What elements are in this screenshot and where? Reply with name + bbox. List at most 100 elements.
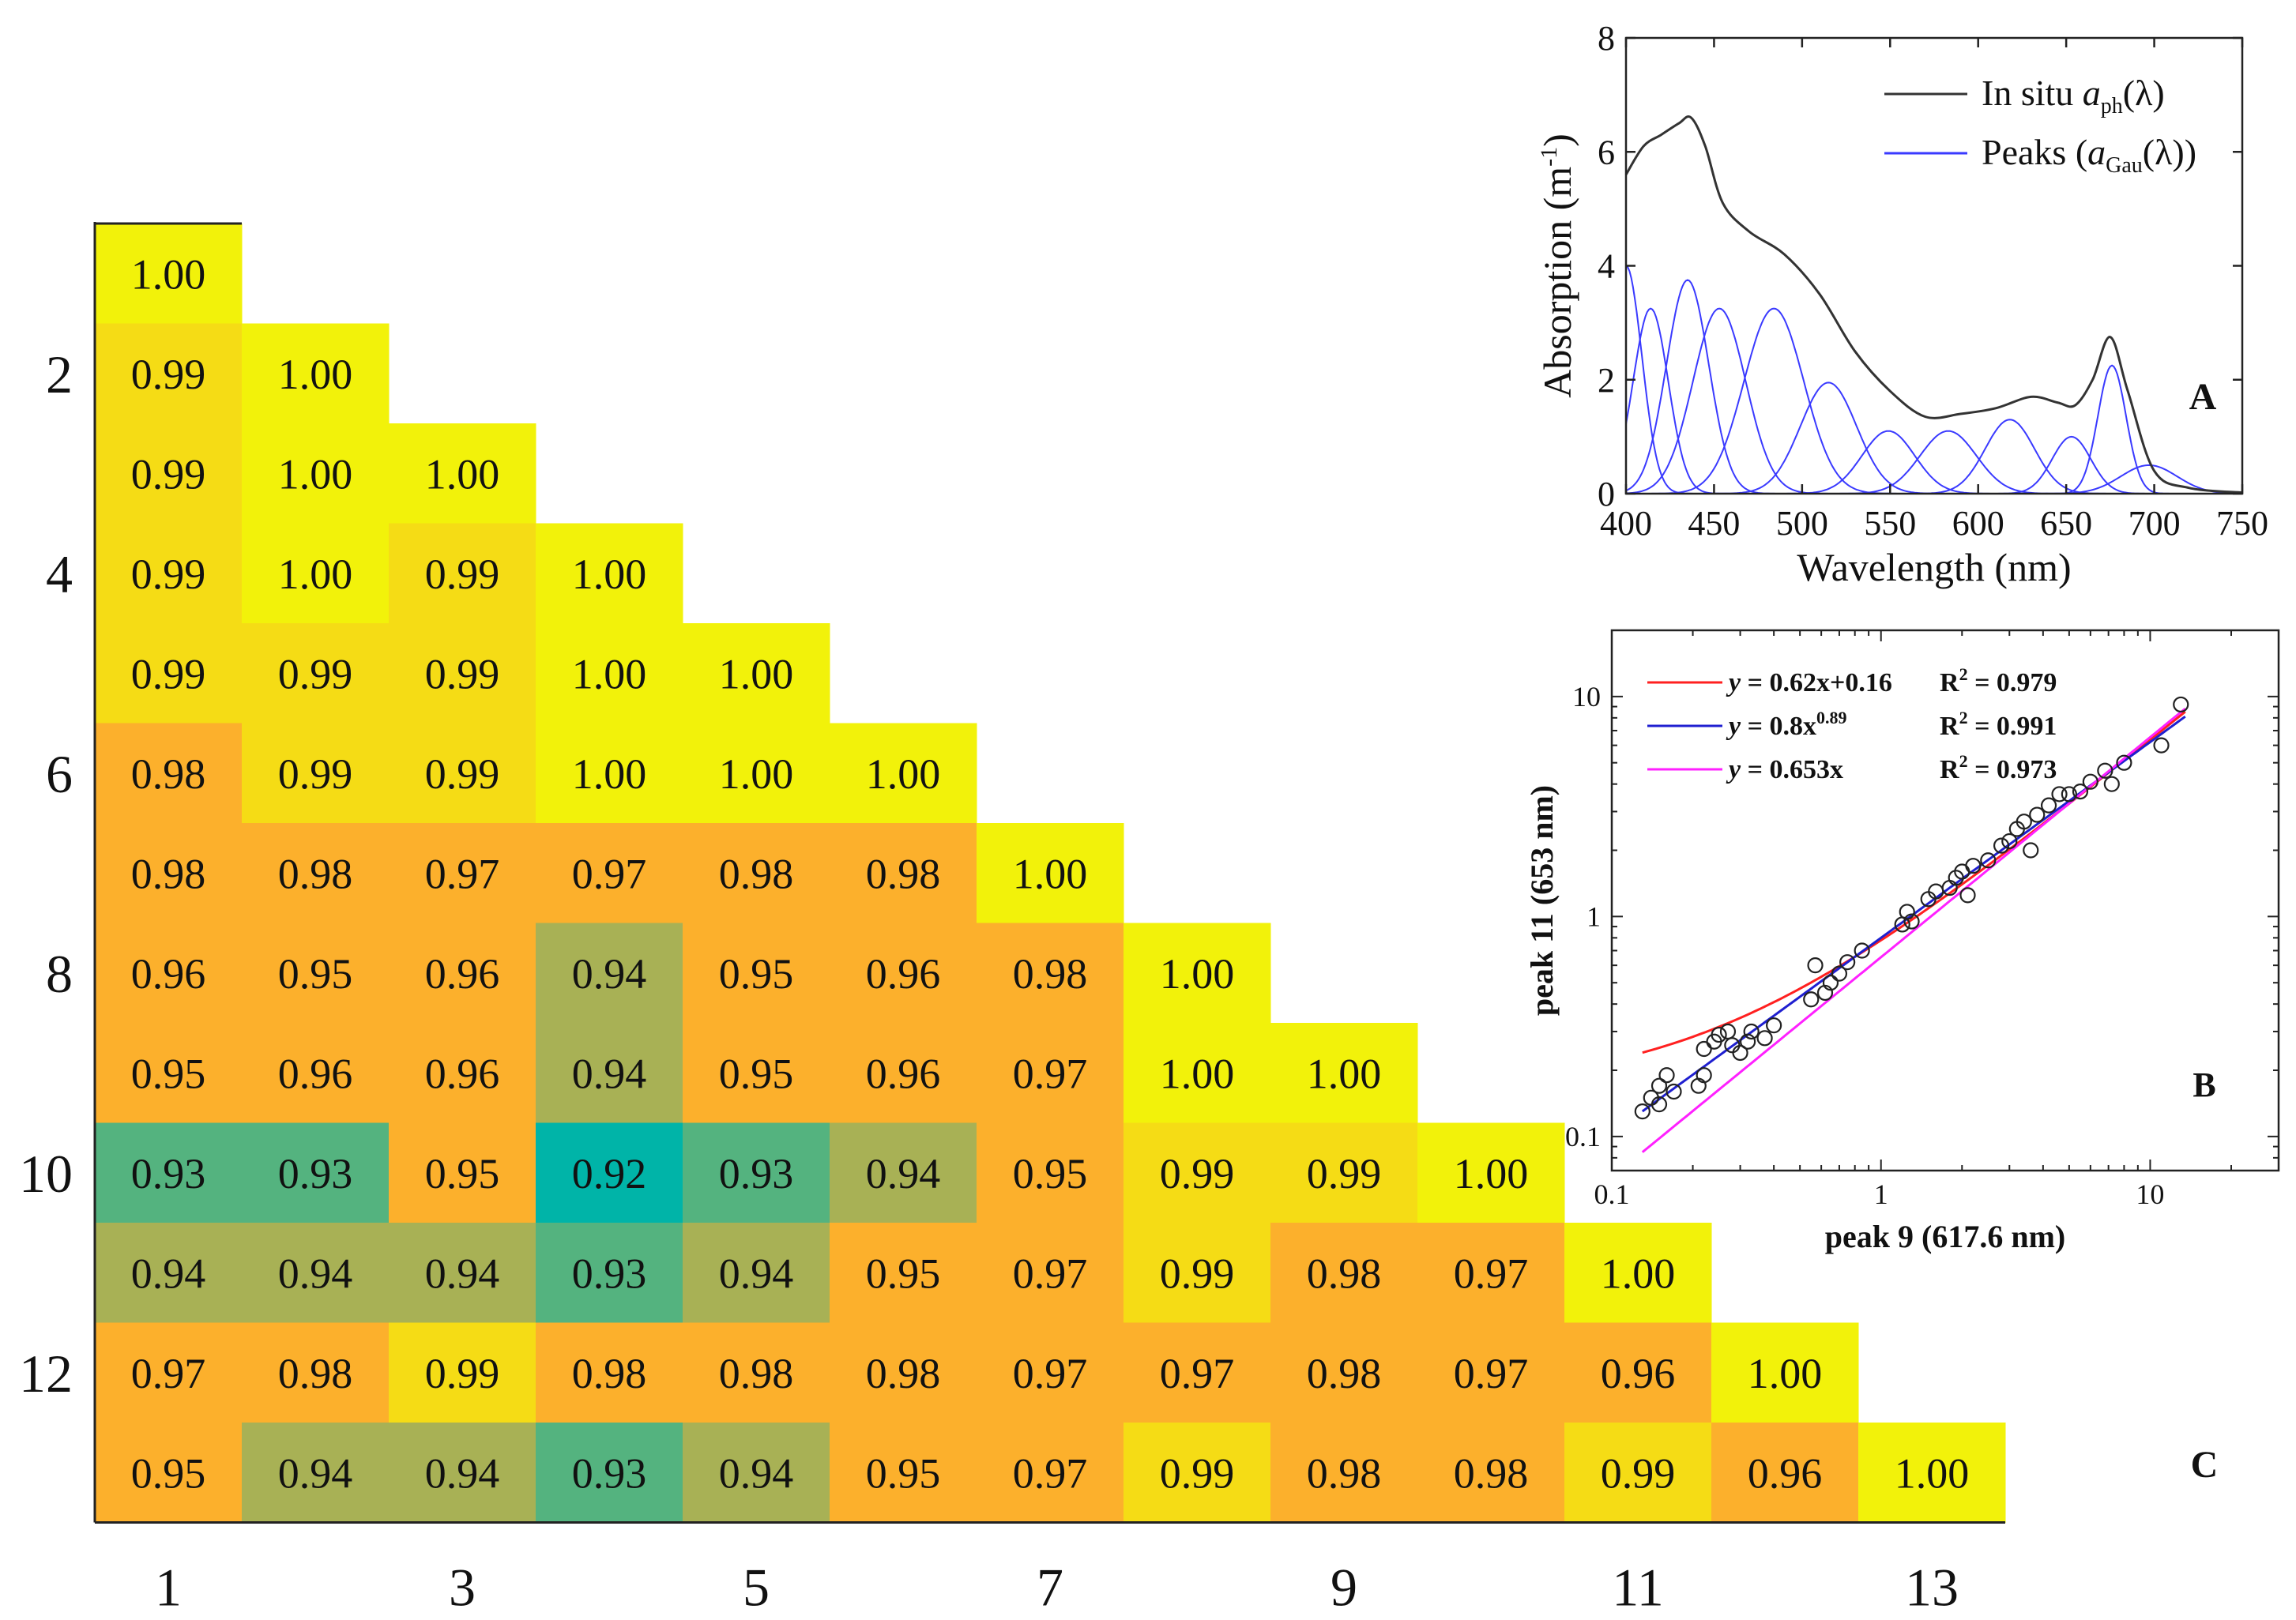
heatmap-cell-value: 0.99 [1601,1449,1676,1497]
scatter-plot-frame [1610,629,2280,1172]
heatmap-cell-value: 0.96 [866,950,941,998]
heatmap-cell [95,523,243,624]
heatmap-cell [242,323,390,424]
heatmap-cell [1124,1322,1271,1423]
heatmap-cell [242,723,390,824]
heatmap-cell-value: 1.00 [719,650,794,697]
heatmap-cell-value: 1.00 [131,250,206,298]
spectrum-legend-entry: Peaks (aGau(λ)) [1982,132,2196,178]
scatter-legend-r2: R2 = 0.979 [1940,664,2057,697]
heatmap-cell-value: 1.00 [1895,1449,1970,1497]
scatter-point [1696,1040,1712,1058]
scatter-point [1854,942,1870,959]
heatmap-cell [977,1122,1124,1223]
heatmap-y-tick-label: 6 [46,744,73,804]
scatter-point [2001,833,2018,850]
heatmap-cell [1417,1423,1565,1523]
scatter-point [1899,904,1915,920]
heatmap-cell [536,1223,683,1323]
spectrum-y-axis-title-sup: -1 [1536,147,1562,167]
heatmap-cell-value: 0.95 [719,950,794,998]
heatmap-x-tick-label: 5 [743,1558,770,1618]
eq-y: y [1726,712,1741,741]
spectrum-y-axis-title: Absorption (m-1) [1535,133,1579,398]
heatmap-cell-value: 0.94 [278,1449,353,1497]
heatmap-cell [242,1423,390,1523]
heatmap-cell-value: 0.97 [1454,1350,1529,1397]
heatmap-cell [389,1423,536,1523]
heatmap-cell [1270,1423,1418,1523]
heatmap-cell-value: 1.00 [572,551,647,598]
eq-sup: 0.89 [1816,708,1847,727]
scatter-x-tick-label: 10 [2136,1178,2164,1210]
heatmap-cell-value: 1.00 [278,450,353,498]
heatmap-cell-value: 0.94 [425,1250,500,1297]
spectrum-x-tick-label: 750 [2216,504,2268,543]
heatmap-cell-value: 0.97 [1013,1050,1088,1097]
scatter-point [1831,965,1848,982]
heatmap-cell-value: 0.92 [572,1150,647,1197]
gaussian-peak-line [1626,419,2242,494]
spectrum-y-tick-label: 4 [1598,247,1615,286]
heatmap-cell-value: 0.93 [719,1150,794,1197]
spectrum-x-tick-label: 700 [2129,504,2181,543]
peak-scatter-chart: 0.1 1 10 0.1 1 10 peak 9 (617.6 nm) peak 11 (65… [1524,629,2280,1254]
scatter-point [1696,1067,1712,1084]
heatmap-x-tick-label: 9 [1331,1558,1357,1618]
heatmap-cell [536,923,683,1024]
heatmap-cell-value: 0.99 [278,650,353,697]
heatmap-cell [683,1423,830,1523]
legend-sub: ph [2101,94,2123,118]
scatter-point [2082,773,2098,790]
heatmap-cell [536,1023,683,1123]
heatmap-y-tick-label: 4 [46,544,73,604]
scatter-point [1634,1103,1650,1120]
scatter-legend-r2: R2 = 0.973 [1940,751,2057,784]
heatmap-cell-value: 0.93 [131,1150,206,1197]
heatmap-cell [389,1322,536,1423]
scatter-legend-equation: y = 0.8x0.89 [1726,708,1846,741]
heatmap-cell-value: 0.99 [131,551,206,598]
heatmap-y-tick-label: 12 [19,1344,73,1404]
heatmap-cell [683,923,830,1024]
heatmap-x-tick-label: 11 [1612,1558,1663,1618]
heatmap-cell-value: 1.00 [1307,1050,1382,1097]
heatmap-cell-value: 0.93 [572,1449,647,1497]
spectrum-x-axis-title: Wavelength (nm) [1797,545,2071,589]
heatmap-cell [1564,1322,1712,1423]
scatter-point [2072,783,2089,800]
r2-label: R [1940,755,1959,784]
heatmap-cell [95,224,243,324]
heatmap-cell [95,323,243,424]
r2-value: = 0.979 [1968,668,2057,697]
scatter-legend-r2: R2 = 0.991 [1940,708,2057,741]
heatmap-cell [95,1322,243,1423]
heatmap-cell [536,723,683,824]
scatter-point [2097,762,2113,779]
heatmap-cell-value: 0.99 [131,450,206,498]
scatter-point [1732,1044,1748,1062]
heatmap-cell [977,1223,1124,1323]
heatmap-cell-value: 0.94 [719,1449,794,1497]
scatter-point [2103,776,2120,792]
heatmap-y-tick-label: 8 [46,944,73,1004]
heatmap-cell-value: 0.98 [719,850,794,897]
scatter-point [1756,1030,1773,1047]
scatter-x-tick-label: 0.1 [1594,1178,1630,1210]
heatmap-cell-value: 0.94 [572,950,647,998]
heatmap-cell-value: 1.00 [1013,850,1088,897]
heatmap-cell-value: 0.96 [866,1050,941,1097]
legend-italic: a [2087,132,2106,172]
heatmap-cell [389,1223,536,1323]
scatter-point [1650,1077,1668,1094]
legend-italic: a [2083,73,2101,113]
heatmap-cell-value: 0.97 [1013,1250,1088,1297]
spectrum-x-tick-label: 650 [2040,504,2092,543]
heatmap-cell-value: 0.98 [1454,1449,1529,1497]
scatter-point [1965,858,1982,874]
heatmap-cell [683,723,830,824]
heatmap-cell-value: 1.00 [866,750,941,798]
heatmap-cell [242,623,390,724]
heatmap-cell [830,1223,977,1323]
